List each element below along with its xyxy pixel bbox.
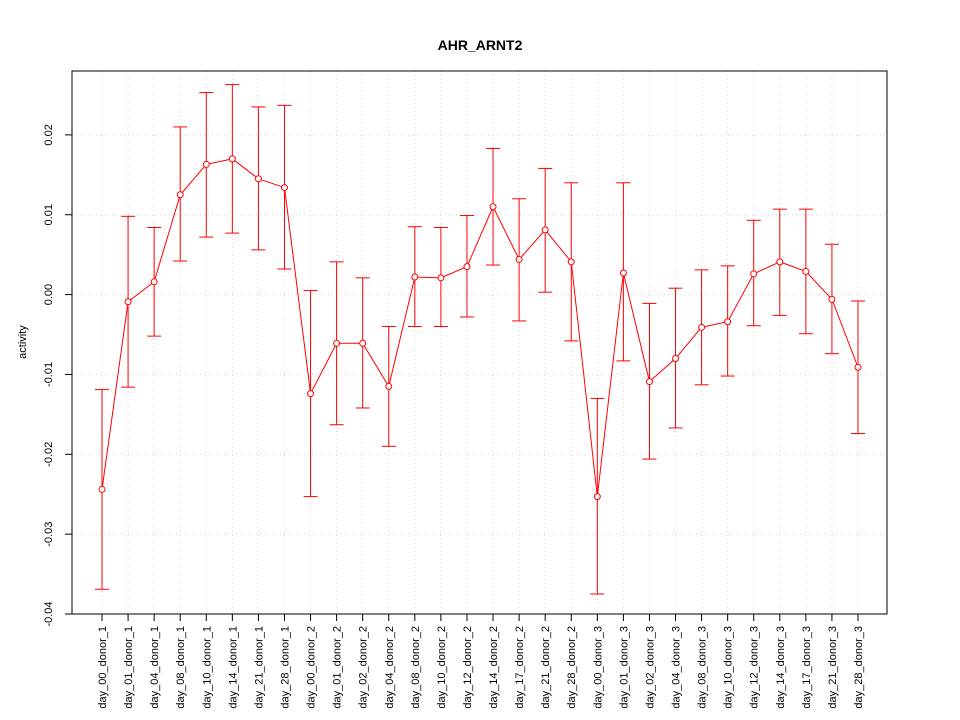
x-tick-label: day_14_donor_3 xyxy=(775,626,787,709)
x-tick-label: day_00_donor_1 xyxy=(97,626,109,709)
x-tick-label: day_21_donor_3 xyxy=(827,626,839,709)
x-tick-label: day_12_donor_2 xyxy=(462,626,474,709)
x-tick-label: day_17_donor_3 xyxy=(801,626,813,709)
y-tick-label: -0.03 xyxy=(43,522,55,547)
x-tick-label: day_10_donor_3 xyxy=(723,626,735,709)
data-point xyxy=(828,295,836,303)
y-tick-label: -0.02 xyxy=(43,442,55,467)
data-point xyxy=(619,269,627,277)
data-point xyxy=(333,339,341,347)
x-tick-label: day_28_donor_1 xyxy=(279,626,291,709)
x-tick-label: day_08_donor_1 xyxy=(175,626,187,709)
data-point xyxy=(463,263,471,271)
data-point xyxy=(645,378,653,386)
x-tick-label: day_21_donor_1 xyxy=(253,626,265,709)
data-point xyxy=(202,160,210,168)
data-point xyxy=(854,363,862,371)
data-point xyxy=(593,493,601,501)
data-point xyxy=(672,354,680,362)
x-tick-label: day_21_donor_2 xyxy=(540,626,552,709)
x-tick-label: day_12_donor_3 xyxy=(749,626,761,709)
x-tick-label: day_04_donor_3 xyxy=(671,626,683,709)
y-tick-label: 0.02 xyxy=(43,124,55,145)
data-point xyxy=(750,270,758,278)
data-point xyxy=(254,175,262,183)
data-point xyxy=(176,191,184,199)
y-tick-label: -0.01 xyxy=(43,362,55,387)
series-line xyxy=(101,158,859,497)
x-tick-label: day_00_donor_3 xyxy=(592,626,604,709)
x-tick-label: day_14_donor_2 xyxy=(488,626,500,709)
x-tick-label: day_04_donor_1 xyxy=(149,626,161,709)
data-point xyxy=(124,298,132,306)
y-axis: -0.04 -0.03 -0.02 -0.01 0.00 0.01 0.02 xyxy=(43,124,73,627)
x-tick-label: day_02_donor_2 xyxy=(358,626,370,709)
series-points xyxy=(98,155,862,501)
data-point xyxy=(541,226,549,234)
data-point xyxy=(515,255,523,263)
x-tick-label: day_08_donor_3 xyxy=(697,626,709,709)
x-tick-label: day_02_donor_3 xyxy=(644,626,656,709)
x-tick-label: day_10_donor_2 xyxy=(436,626,448,709)
error-bars xyxy=(95,84,865,595)
y-tick-label: 0.00 xyxy=(43,284,55,305)
data-point xyxy=(698,323,706,331)
x-tick-label: day_08_donor_2 xyxy=(410,626,422,709)
x-tick-label: day_10_donor_1 xyxy=(201,626,213,709)
x-tick-label: day_28_donor_2 xyxy=(566,626,578,709)
series-polyline xyxy=(101,158,859,497)
data-point xyxy=(776,258,784,266)
data-point xyxy=(489,203,497,211)
x-axis: day_00_donor_1 day_01_donor_1 day_04_donor… xyxy=(97,613,865,709)
data-point xyxy=(98,485,106,493)
data-point xyxy=(150,278,158,286)
data-point xyxy=(802,267,810,275)
x-tick-label: day_01_donor_3 xyxy=(618,626,630,709)
data-point xyxy=(307,390,315,398)
data-point xyxy=(411,273,419,281)
data-point xyxy=(228,155,236,163)
data-point xyxy=(280,184,288,192)
x-tick-label: day_00_donor_2 xyxy=(306,626,318,709)
y-tick-label: -0.04 xyxy=(43,601,55,626)
data-point xyxy=(567,258,575,266)
grid-layer xyxy=(72,71,887,615)
data-point xyxy=(724,318,732,326)
x-tick-label: day_01_donor_2 xyxy=(332,626,344,709)
x-tick-label: day_14_donor_1 xyxy=(227,626,239,709)
data-point xyxy=(437,274,445,282)
y-tick-label: 0.01 xyxy=(43,204,55,225)
x-tick-label: day_28_donor_3 xyxy=(853,626,865,709)
data-point xyxy=(359,339,367,347)
data-point xyxy=(385,382,393,390)
x-tick-label: day_01_donor_1 xyxy=(123,626,135,709)
x-tick-label: day_04_donor_2 xyxy=(384,626,396,709)
chart-title: AHR_ARNT2 xyxy=(438,37,523,53)
y-axis-label: activity xyxy=(17,325,29,359)
plot-frame xyxy=(71,70,888,615)
x-tick-label: day_17_donor_2 xyxy=(514,626,526,709)
